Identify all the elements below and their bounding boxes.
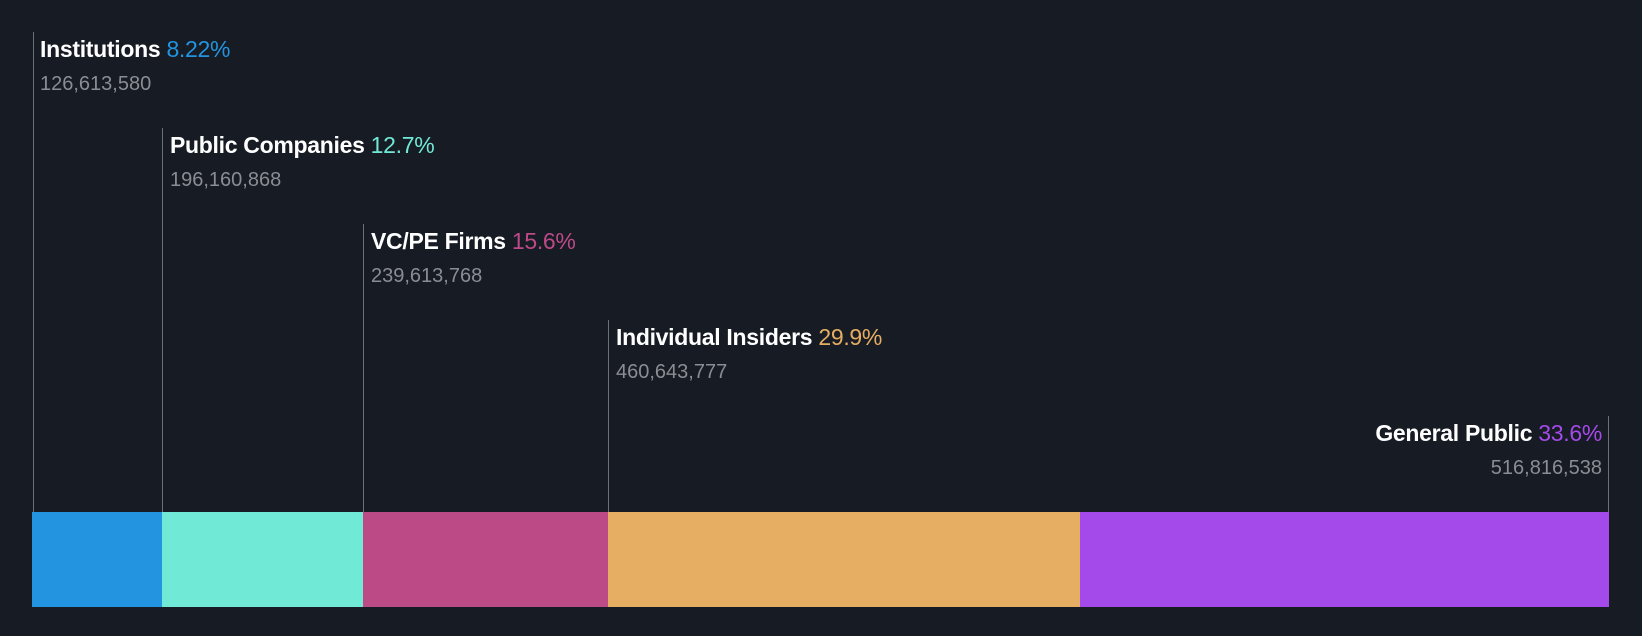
leader-line-individual-insiders bbox=[608, 320, 609, 512]
label-public-companies: Public Companies 12.7% 196,160,868 bbox=[170, 132, 435, 192]
label-title: General Public 33.6% bbox=[1375, 420, 1602, 446]
label-institutions: Institutions 8.22% 126,613,580 bbox=[40, 36, 230, 96]
label-percent: 29.9% bbox=[818, 324, 883, 350]
leader-line-vcpe-firms bbox=[363, 224, 364, 512]
leader-line-institutions bbox=[33, 32, 34, 512]
bar-segment-vcpe-firms bbox=[363, 512, 608, 607]
label-shares: 239,613,768 bbox=[371, 265, 483, 287]
label-title: Individual Insiders 29.9% bbox=[616, 324, 883, 350]
label-title: Public Companies 12.7% bbox=[170, 132, 435, 158]
label-percent: 8.22% bbox=[166, 36, 231, 62]
label-shares: 516,816,538 bbox=[1490, 457, 1602, 479]
bar-segment-institutions bbox=[32, 512, 162, 607]
label-title: VC/PE Firms 15.6% bbox=[371, 228, 576, 254]
label-vcpe-firms: VC/PE Firms 15.6% 239,613,768 bbox=[371, 228, 576, 288]
leader-line-general-public bbox=[1608, 416, 1609, 512]
label-percent: 12.7% bbox=[370, 132, 435, 158]
label-shares: 460,643,777 bbox=[616, 361, 728, 383]
label-general-public: General Public 33.6% 516,816,538 bbox=[1375, 420, 1602, 480]
label-shares: 196,160,868 bbox=[170, 169, 282, 191]
label-title: Institutions 8.22% bbox=[40, 36, 231, 62]
label-shares: 126,613,580 bbox=[40, 73, 152, 95]
label-percent: 33.6% bbox=[1538, 420, 1602, 446]
bar-segment-public-companies bbox=[162, 512, 363, 607]
label-percent: 15.6% bbox=[511, 228, 576, 254]
bar-segment-general-public bbox=[1080, 512, 1609, 607]
leader-line-public-companies bbox=[162, 128, 163, 512]
label-individual-insiders: Individual Insiders 29.9% 460,643,777 bbox=[616, 324, 882, 384]
bar-segment-individual-insiders bbox=[608, 512, 1080, 607]
